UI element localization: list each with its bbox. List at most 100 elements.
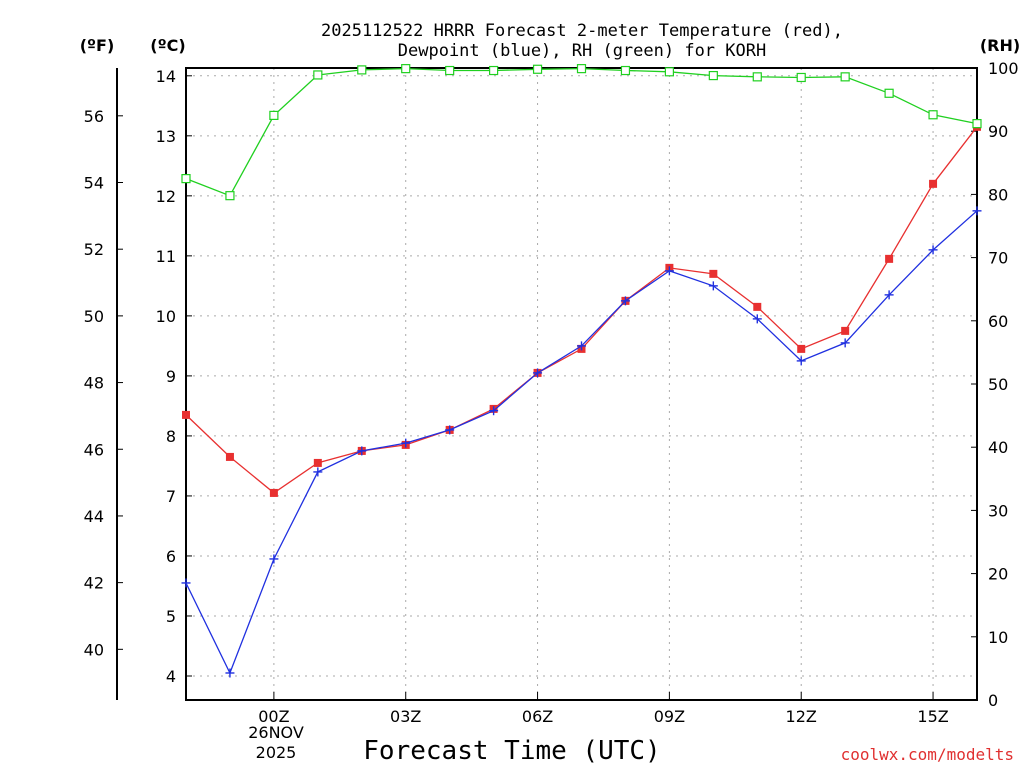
relative-humidity-point <box>401 64 411 74</box>
x-tick-label: 00Z <box>258 707 289 726</box>
rh-tick-label: 60 <box>988 312 1008 331</box>
relative-humidity-point <box>576 64 587 74</box>
grid <box>186 68 977 700</box>
tick-labels: 00Z 03Z 06Z 09Z 12Z 15Z4567891011121314404244… <box>84 59 1019 726</box>
rh-tick-label: 0 <box>988 691 998 710</box>
celsius-tick-label: 11 <box>156 247 176 266</box>
relative-humidity-point <box>269 110 279 121</box>
temperature-point <box>225 452 234 461</box>
celsius-unit-label: (ºC) <box>150 36 185 55</box>
dewpoint-point <box>533 368 543 378</box>
relative-humidity-point <box>928 110 938 120</box>
fahrenheit-tick-label: 56 <box>84 107 104 126</box>
relative-humidity-point <box>620 65 631 76</box>
fahrenheit-tick-label: 48 <box>84 374 104 393</box>
rh-tick-label: 100 <box>988 59 1019 78</box>
temperature-point <box>313 458 322 467</box>
dewpoint-point <box>884 290 894 300</box>
rh-tick-label: 90 <box>988 122 1008 141</box>
dewpoint-series <box>181 206 982 678</box>
x-tick-label: 06Z <box>522 707 553 726</box>
relative-humidity-point <box>752 72 762 82</box>
chart-title-line-2: Dewpoint (blue), RH (green) for KORH <box>398 41 766 61</box>
dewpoint-point <box>752 314 762 324</box>
celsius-tick-label: 12 <box>156 187 176 206</box>
relative-humidity-point <box>357 65 367 75</box>
credit-link[interactable]: coolwx.com/modelts <box>841 745 1014 764</box>
relative-humidity-point <box>972 119 982 129</box>
rh-unit-label: (RH) <box>980 36 1020 55</box>
axes <box>116 67 978 701</box>
dewpoint-point <box>620 296 630 306</box>
relative-humidity-point <box>181 174 191 184</box>
date-label-day: 26NOV <box>248 723 304 742</box>
fahrenheit-tick-label: 54 <box>84 174 104 193</box>
dewpoint-point <box>313 467 323 477</box>
temperature-point <box>885 254 894 263</box>
rh-tick-label: 30 <box>988 501 1008 520</box>
celsius-tick-label: 6 <box>166 547 176 566</box>
celsius-tick-label: 7 <box>166 487 176 506</box>
rh-tick-label: 20 <box>988 565 1008 584</box>
relative-humidity-line <box>185 67 978 197</box>
temperature-series <box>182 122 981 497</box>
plot-frame <box>185 67 978 701</box>
celsius-tick-label: 14 <box>156 67 176 86</box>
relative-humidity-point <box>664 67 674 77</box>
dewpoint-point <box>708 281 718 291</box>
rh-tick-label: 50 <box>988 375 1008 394</box>
x-axis-title: Forecast Time (UTC) <box>363 736 660 766</box>
dewpoint-point <box>489 406 499 416</box>
rh-tick-label: 10 <box>988 628 1008 647</box>
celsius-tick-label: 9 <box>166 367 176 386</box>
dewpoint-point <box>577 341 586 351</box>
dewpoint-line <box>185 210 978 675</box>
temperature-point <box>929 179 938 188</box>
rh-tick-label: 80 <box>988 185 1008 204</box>
relative-humidity-point <box>313 70 323 80</box>
fahrenheit-tick-label: 46 <box>84 440 104 459</box>
dewpoint-point <box>972 206 982 216</box>
x-tick-label: 03Z <box>390 707 421 726</box>
celsius-tick-label: 5 <box>166 607 176 626</box>
relative-humidity-point <box>884 88 894 98</box>
celsius-tick-label: 4 <box>166 667 176 686</box>
dewpoint-point <box>269 554 279 564</box>
fahrenheit-unit-label: (ºF) <box>80 36 115 55</box>
temperature-point <box>269 488 278 497</box>
dewpoint-point <box>796 356 806 366</box>
rh-tick-label: 40 <box>988 438 1008 457</box>
fahrenheit-tick-label: 40 <box>84 640 104 659</box>
dewpoint-point <box>401 438 411 448</box>
temperature-point <box>841 326 850 335</box>
x-tick-label: 15Z <box>917 707 948 726</box>
temperature-line <box>185 126 978 494</box>
relative-humidity-series <box>181 64 982 201</box>
rh-tick-label: 70 <box>988 249 1008 268</box>
dewpoint-point <box>225 668 235 678</box>
relative-humidity-point <box>225 191 235 201</box>
fahrenheit-tick-label: 44 <box>84 507 104 526</box>
x-tick-label: 12Z <box>786 707 817 726</box>
relative-humidity-point <box>445 65 455 76</box>
x-tick-label: 09Z <box>654 707 685 726</box>
relative-humidity-point <box>532 64 543 74</box>
dewpoint-point <box>928 245 938 255</box>
temperature-point <box>182 410 190 419</box>
relative-humidity-point <box>708 70 718 81</box>
relative-humidity-point <box>840 72 850 82</box>
dewpoint-point <box>181 578 191 588</box>
date-label-year: 2025 <box>256 743 297 762</box>
fahrenheit-tick-label: 42 <box>84 574 104 593</box>
temperature-point <box>753 302 762 311</box>
celsius-tick-label: 13 <box>156 127 176 146</box>
dewpoint-point <box>445 425 455 435</box>
dewpoint-point <box>840 338 850 348</box>
temperature-point <box>709 269 718 278</box>
fahrenheit-tick-label: 50 <box>84 307 104 326</box>
temperature-point <box>797 344 806 353</box>
dewpoint-point <box>357 446 367 456</box>
chart-title-line-1: 2025112522 HRRR Forecast 2-meter Tempera… <box>321 21 843 41</box>
relative-humidity-point <box>489 65 499 76</box>
